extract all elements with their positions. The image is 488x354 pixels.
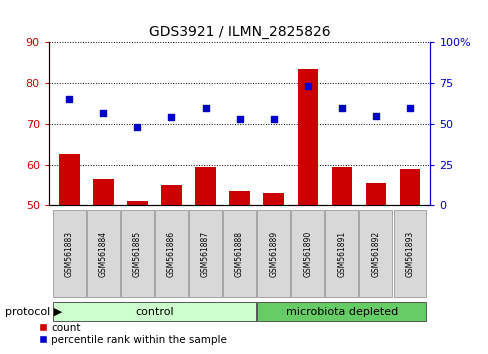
- FancyBboxPatch shape: [291, 210, 324, 297]
- FancyBboxPatch shape: [325, 210, 357, 297]
- Bar: [229, 191, 249, 205]
- FancyBboxPatch shape: [257, 210, 289, 297]
- Text: GSM561890: GSM561890: [303, 230, 311, 277]
- FancyBboxPatch shape: [53, 210, 85, 297]
- Point: [303, 84, 311, 89]
- Bar: [263, 193, 284, 205]
- Text: GSM561888: GSM561888: [235, 231, 244, 276]
- Bar: [297, 69, 317, 205]
- Bar: [161, 185, 182, 205]
- FancyBboxPatch shape: [359, 210, 391, 297]
- Text: GSM561892: GSM561892: [370, 230, 380, 277]
- FancyBboxPatch shape: [393, 210, 426, 297]
- Point: [99, 110, 107, 115]
- Bar: [127, 201, 147, 205]
- FancyBboxPatch shape: [257, 302, 426, 321]
- Point: [65, 97, 73, 102]
- Point: [201, 105, 209, 110]
- Point: [133, 124, 141, 130]
- Text: GSM561891: GSM561891: [337, 230, 346, 277]
- Point: [235, 116, 243, 122]
- FancyBboxPatch shape: [155, 210, 187, 297]
- FancyBboxPatch shape: [121, 210, 153, 297]
- FancyBboxPatch shape: [189, 210, 222, 297]
- Text: control: control: [135, 307, 173, 316]
- Point: [337, 105, 345, 110]
- Text: GSM561893: GSM561893: [405, 230, 413, 277]
- Point: [269, 116, 277, 122]
- Bar: [365, 183, 385, 205]
- Text: GSM561883: GSM561883: [65, 230, 74, 277]
- Point: [405, 105, 413, 110]
- Title: GDS3921 / ILMN_2825826: GDS3921 / ILMN_2825826: [148, 25, 330, 39]
- Point: [167, 115, 175, 120]
- Text: microbiota depleted: microbiota depleted: [285, 307, 397, 316]
- Text: protocol ▶: protocol ▶: [5, 307, 62, 316]
- Bar: [195, 167, 215, 205]
- Bar: [59, 154, 80, 205]
- FancyBboxPatch shape: [223, 210, 255, 297]
- Point: [371, 113, 379, 119]
- Bar: [331, 167, 351, 205]
- Text: GSM561886: GSM561886: [167, 230, 176, 277]
- FancyBboxPatch shape: [53, 302, 255, 321]
- Bar: [93, 179, 113, 205]
- Legend: count, percentile rank within the sample: count, percentile rank within the sample: [35, 318, 231, 349]
- Text: GSM561889: GSM561889: [268, 230, 278, 277]
- Text: GSM561885: GSM561885: [133, 230, 142, 277]
- FancyBboxPatch shape: [87, 210, 120, 297]
- Text: GSM561887: GSM561887: [201, 230, 210, 277]
- Bar: [399, 169, 419, 205]
- Text: GSM561884: GSM561884: [99, 230, 108, 277]
